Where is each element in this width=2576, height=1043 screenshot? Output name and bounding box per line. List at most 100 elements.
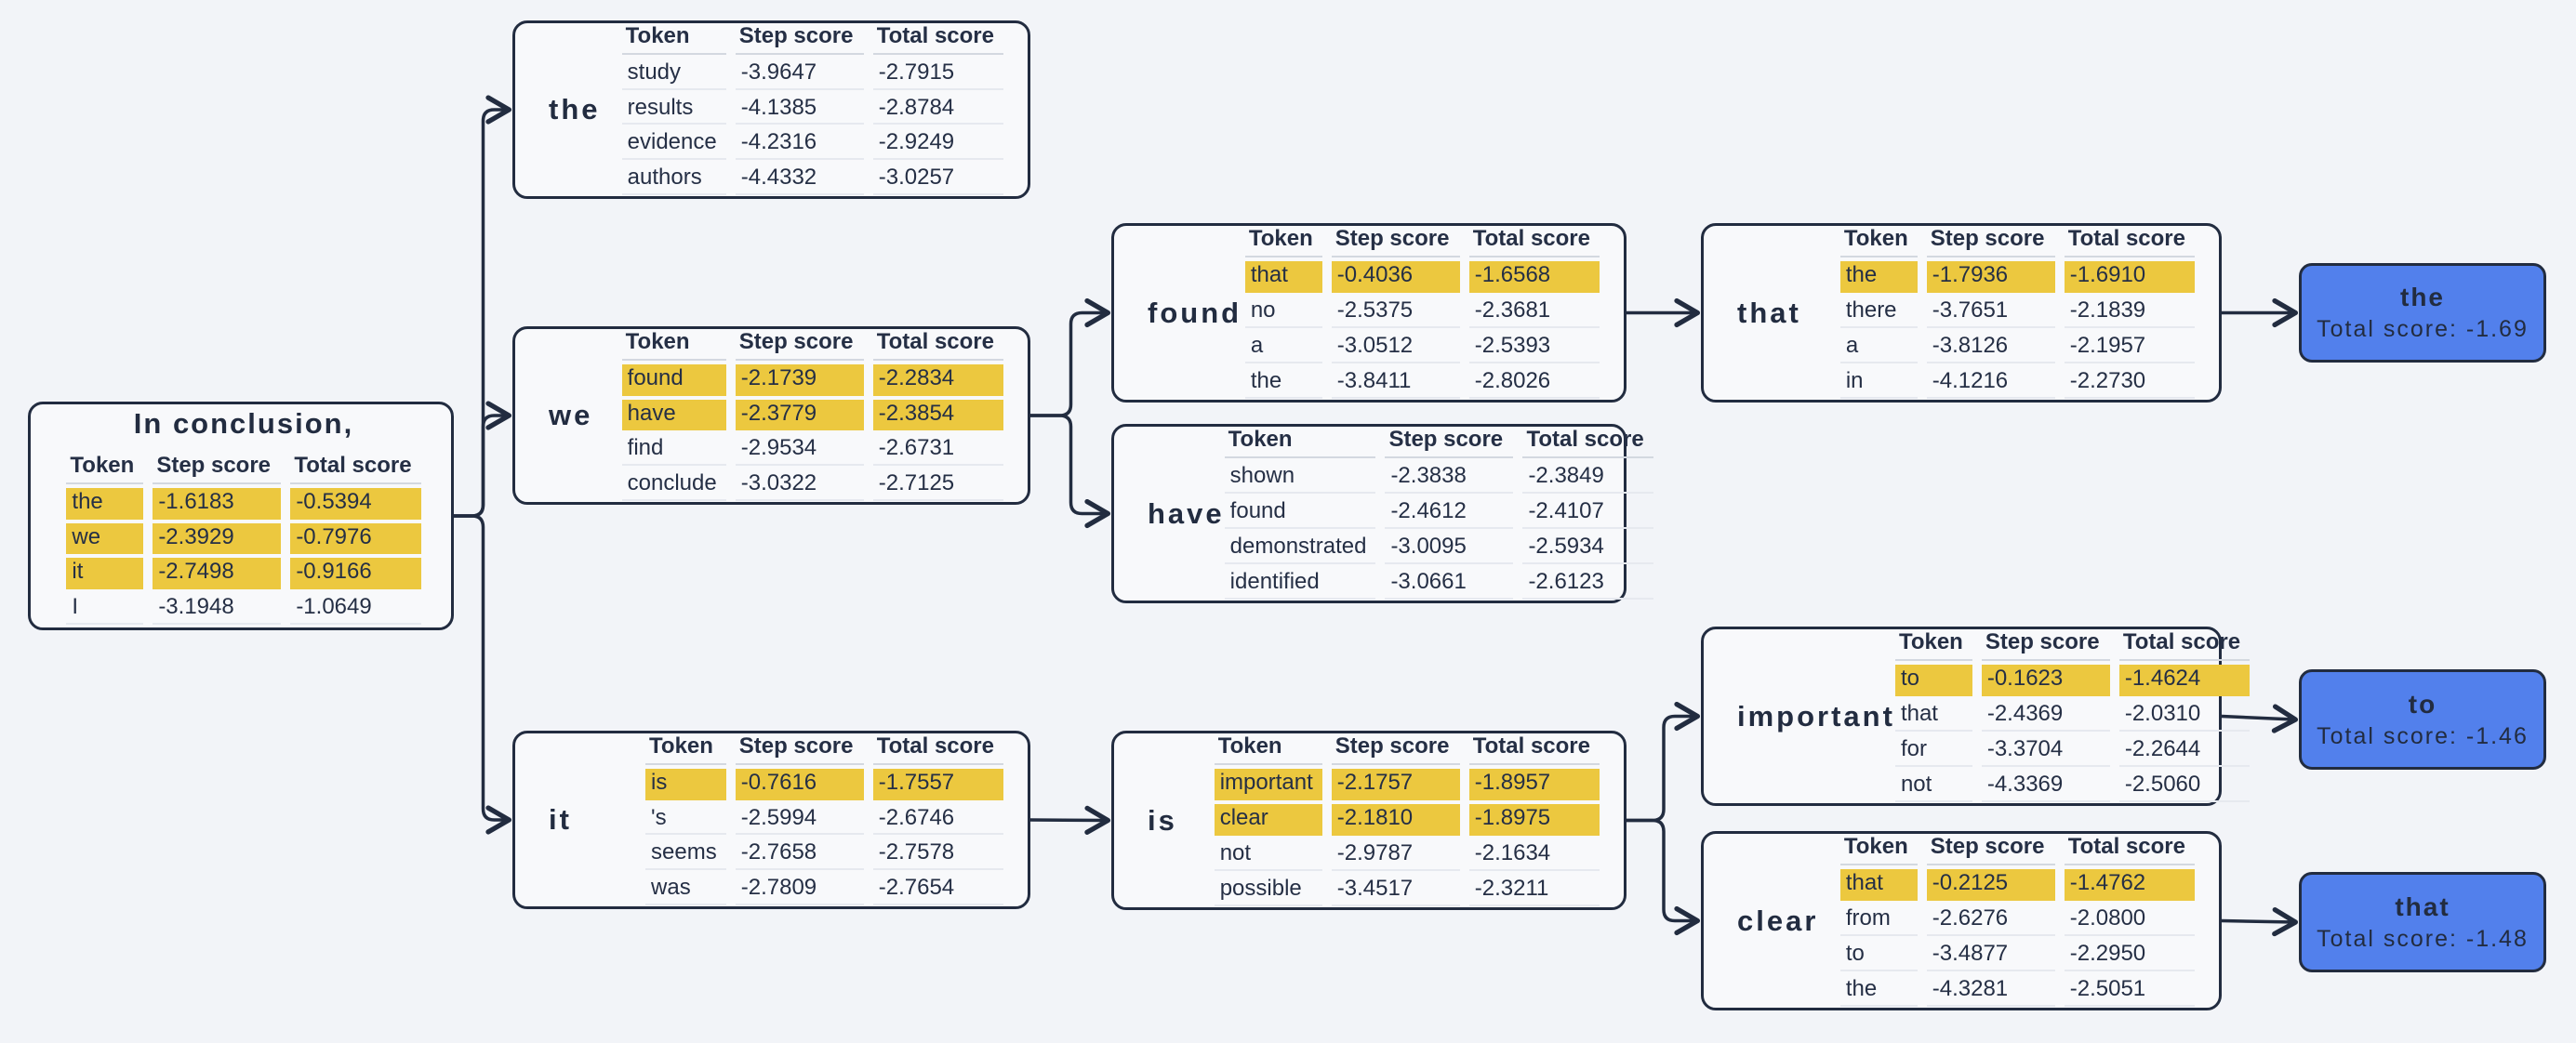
total-score-cell: -2.5934 xyxy=(1522,533,1653,564)
step-score-cell: -3.8126 xyxy=(1926,332,2055,363)
token-cell: we xyxy=(66,522,144,555)
total-score-cell: -2.3681 xyxy=(1468,297,1600,328)
token-cell: conclude xyxy=(621,469,726,502)
column-header: Step score xyxy=(1331,226,1460,258)
column-header: Token xyxy=(66,453,144,484)
step-score-cell: -4.2316 xyxy=(735,128,864,161)
total-score-cell: -1.4624 xyxy=(2118,665,2251,697)
token-cell: that xyxy=(1244,261,1322,294)
token-cell: the xyxy=(66,487,144,520)
column-header: Token xyxy=(1894,629,1972,662)
token-cell: it xyxy=(66,558,144,590)
score-table: Token Step score Total score to -0.1623 -1.46… xyxy=(1894,629,2251,802)
step-score-cell: -0.4036 xyxy=(1331,261,1460,294)
token-cell: study xyxy=(621,59,726,90)
column-header: Token xyxy=(1244,226,1322,258)
node-leaf_that: that Total score: -1.48 xyxy=(2299,872,2546,972)
column-header: Total score xyxy=(2064,834,2195,866)
token-cell: 's xyxy=(645,804,726,836)
total-score-cell: -2.6731 xyxy=(872,434,1003,467)
score-table: Token Step score Total score that -0.4036 -1.… xyxy=(1244,226,1600,399)
edge-it-is xyxy=(1029,805,1111,835)
column-header: Token xyxy=(621,329,726,361)
leaf-total-score: Total score: -1.48 xyxy=(2317,925,2529,952)
total-score-cell: -2.0310 xyxy=(2118,700,2251,732)
step-score-cell: -2.5375 xyxy=(1331,297,1460,328)
node-token-label: it xyxy=(549,803,572,836)
step-score-cell: -4.3369 xyxy=(1981,771,2110,802)
step-score-cell: -4.1216 xyxy=(1926,367,2055,399)
step-score-cell: -3.9647 xyxy=(735,59,864,90)
token-cell: authors xyxy=(621,164,726,196)
total-score-cell: -2.4107 xyxy=(1522,497,1653,529)
column-header: Total score xyxy=(290,453,421,484)
edge-root-the xyxy=(454,95,512,518)
edge-we-have xyxy=(1030,414,1111,529)
step-score-cell: -2.9787 xyxy=(1331,839,1460,871)
total-score-cell: -2.2644 xyxy=(2118,735,2251,767)
column-header: Step score xyxy=(735,23,864,55)
score-table: Token Step score Total score important -2.17… xyxy=(1214,733,1600,906)
column-header: Step score xyxy=(1926,226,2055,258)
token-cell: find xyxy=(621,434,726,467)
token-cell: that xyxy=(1839,869,1918,902)
token-cell: for xyxy=(1894,735,1972,767)
step-score-cell: -0.1623 xyxy=(1981,665,2110,697)
total-score-cell: -2.2730 xyxy=(2064,367,2195,399)
total-score-cell: -2.5060 xyxy=(2118,771,2251,802)
node-we: we Token Step score Total score found -2.1739… xyxy=(512,326,1030,505)
step-score-cell: -3.0322 xyxy=(735,469,864,502)
column-header: Total score xyxy=(1522,427,1653,459)
token-cell: important xyxy=(1214,769,1322,801)
total-score-cell: -2.9249 xyxy=(872,128,1003,161)
total-score-cell: -2.8784 xyxy=(872,94,1003,125)
column-header: Step score xyxy=(735,329,864,361)
column-header: Token xyxy=(1839,226,1918,258)
step-score-cell: -2.4369 xyxy=(1981,700,2110,732)
edge-is-important xyxy=(1627,701,1701,823)
leaf-total-score: Total score: -1.46 xyxy=(2317,722,2529,749)
column-header: Total score xyxy=(872,329,1003,361)
step-score-cell: -4.1385 xyxy=(735,94,864,125)
step-score-cell: -2.3779 xyxy=(735,399,864,431)
column-header: Token xyxy=(645,733,726,765)
token-cell: to xyxy=(1894,665,1972,697)
token-cell: there xyxy=(1839,297,1918,328)
total-score-cell: -2.5393 xyxy=(1468,332,1600,363)
node-token-label: clear xyxy=(1737,904,1819,937)
step-score-cell: -3.0095 xyxy=(1385,533,1514,564)
token-cell: clear xyxy=(1214,804,1322,836)
token-cell: have xyxy=(621,399,726,431)
node-that: that Token Step score Total score the -1.7936… xyxy=(1701,223,2222,403)
total-score-cell: -1.0649 xyxy=(290,593,421,626)
total-score-cell: -1.6910 xyxy=(2064,261,2195,294)
column-header: Step score xyxy=(1926,834,2055,866)
score-table: Token Step score Total score shown -2.3838 -2… xyxy=(1224,427,1653,600)
total-score-cell: -2.6746 xyxy=(872,804,1003,836)
token-cell: evidence xyxy=(621,128,726,161)
token-cell: is xyxy=(645,768,726,800)
token-cell: shown xyxy=(1224,462,1376,495)
token-cell: found xyxy=(1224,497,1376,529)
token-cell: was xyxy=(645,874,726,906)
total-score-cell: -2.0800 xyxy=(2064,904,2195,936)
total-score-cell: -2.2834 xyxy=(872,363,1003,396)
total-score-cell: -2.6123 xyxy=(1522,568,1653,600)
column-header: Total score xyxy=(1468,733,1600,766)
node-important: important Token Step score Total score to -0.… xyxy=(1701,627,2251,806)
edge-root-we xyxy=(454,401,512,518)
step-score-cell: -1.6183 xyxy=(153,487,282,520)
step-score-cell: -4.3281 xyxy=(1926,975,2055,1007)
step-score-cell: -2.1757 xyxy=(1331,769,1460,801)
token-cell: possible xyxy=(1214,875,1322,906)
step-score-cell: -2.4612 xyxy=(1385,497,1514,529)
step-score-cell: -3.0661 xyxy=(1385,568,1514,600)
token-cell: the xyxy=(1244,367,1322,399)
column-header: Total score xyxy=(872,733,1003,765)
column-header: Step score xyxy=(1331,733,1460,766)
column-header: Token xyxy=(621,23,726,55)
step-score-cell: -3.8411 xyxy=(1331,367,1460,399)
node-title: In conclusion, xyxy=(133,406,354,440)
total-score-cell: -2.7125 xyxy=(872,469,1003,502)
